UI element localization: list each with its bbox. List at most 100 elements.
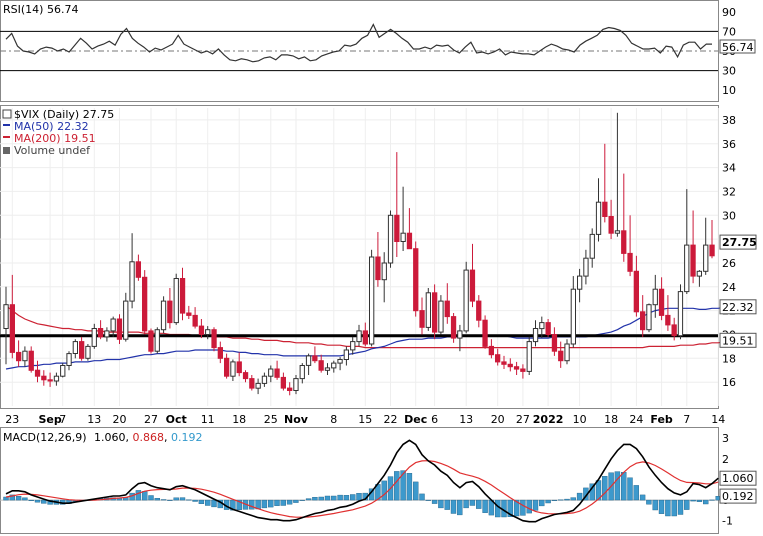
macd-histogram-bar [677, 499, 684, 515]
macd-histogram-bar [431, 499, 438, 504]
candle-body [60, 365, 66, 377]
candle-body [482, 319, 488, 347]
rsi-plot-area [0, 23, 718, 72]
candle-body [400, 232, 406, 242]
macd-tag-label: 0.192 [722, 490, 754, 503]
candle-body [646, 304, 652, 331]
macd-histogram-bar [646, 499, 652, 505]
candle-body [293, 378, 299, 392]
candle-body [104, 330, 110, 338]
rsi-value-label: 56.74 [722, 41, 754, 54]
candle-body [413, 248, 419, 312]
macd-histogram-bar [179, 497, 186, 501]
macd-histogram-bar [665, 499, 671, 517]
macd-histogram-bar [438, 499, 444, 509]
macd-histogram-bar [545, 499, 551, 504]
price-tick-label: 18 [722, 352, 736, 365]
candle-body [438, 300, 444, 333]
price-legend: $VIX (Daily) 27.75 MA(50) 22.32 MA(200) … [2, 108, 114, 157]
candle-body [564, 343, 570, 362]
macd-histogram-bar [658, 499, 665, 514]
macd-histogram-bar [671, 499, 677, 517]
price-plot-area [0, 112, 744, 396]
candle-body [495, 354, 501, 363]
candle-body [280, 376, 287, 389]
macd-value: 1.060 [94, 431, 126, 444]
price-x-tick-label: 13 [459, 413, 473, 426]
candle-body [47, 379, 53, 382]
macd-histogram-bar [394, 471, 400, 501]
candle-body [551, 334, 558, 352]
candle-body [488, 345, 495, 356]
macd-histogram-bar [513, 499, 520, 517]
candle-body [249, 378, 255, 389]
candle-body [66, 353, 72, 367]
candle-body [690, 244, 696, 277]
price-x-tick-label: Feb [650, 413, 673, 426]
candle-body [261, 375, 268, 384]
macd-histogram-bar [413, 481, 419, 501]
candle-body [148, 330, 154, 352]
candle-body [457, 330, 463, 339]
candle-body [9, 304, 15, 353]
macd-histogram-bar [532, 499, 539, 511]
candle-body [186, 312, 192, 316]
macd-sep-1: , [126, 431, 133, 444]
macd-histogram-bar [318, 496, 324, 501]
macd-histogram-bar [192, 499, 198, 502]
price-x-tick-label: Sep [38, 413, 61, 426]
candle-body [299, 365, 305, 380]
price-x-tick-label: 27 [144, 413, 158, 426]
price-x-tick-label: 24 [629, 413, 643, 426]
macd-value-tags: 1.060 0.192 [719, 470, 757, 504]
candle-body [425, 292, 432, 328]
macd-histogram-bar [621, 472, 627, 501]
macd-histogram-bar [28, 499, 34, 501]
candle-body [627, 252, 633, 272]
macd-histogram-bar [520, 499, 526, 516]
macd-histogram-bar [482, 499, 488, 513]
candle-body [343, 349, 350, 360]
candle-body [211, 329, 217, 349]
macd-histogram-bar [350, 494, 356, 501]
candle-body [167, 300, 173, 324]
macd-histogram-bar [703, 499, 709, 505]
price-x-tick-label: 14 [711, 413, 725, 426]
ma50-legend-swatch [3, 124, 10, 126]
price-tag-label: 22.32 [722, 301, 754, 314]
candle-body [22, 350, 28, 362]
price-x-tick-label: 7 [683, 413, 690, 426]
candle-body [3, 304, 9, 330]
candle-body [507, 363, 513, 368]
candle-body [558, 350, 564, 362]
price-x-tick-label: Dec [404, 413, 427, 426]
macd-histogram-bar [495, 499, 501, 518]
candle-body [217, 347, 223, 359]
macd-histogram-bar [160, 499, 167, 501]
candle-body [331, 362, 337, 369]
candle-body [387, 214, 394, 264]
candle-body [469, 269, 476, 302]
price-x-tick-label: 22 [384, 413, 398, 426]
price-tick-label: 16 [722, 376, 736, 389]
macd-histogram-bar [249, 499, 255, 510]
macd-histogram-bar [22, 497, 28, 501]
macd-plot-area [0, 439, 721, 523]
candle-body [173, 278, 179, 324]
candle-body [432, 292, 438, 333]
candle-body [709, 244, 715, 257]
candle-body [135, 261, 141, 278]
macd-histogram-bar [526, 499, 532, 514]
candle-body [696, 270, 703, 277]
candle-body [450, 316, 457, 339]
macd-histogram-bar [633, 485, 639, 501]
price-x-tick-label: Nov [284, 413, 309, 426]
macd-histogram-bar [444, 499, 450, 510]
price-tick-label: 36 [722, 138, 736, 151]
candle-body [476, 300, 482, 321]
candle-body [91, 328, 97, 347]
macd-histogram-bar [148, 495, 154, 501]
price-title: $VIX (Daily) 27.75 [14, 108, 114, 121]
